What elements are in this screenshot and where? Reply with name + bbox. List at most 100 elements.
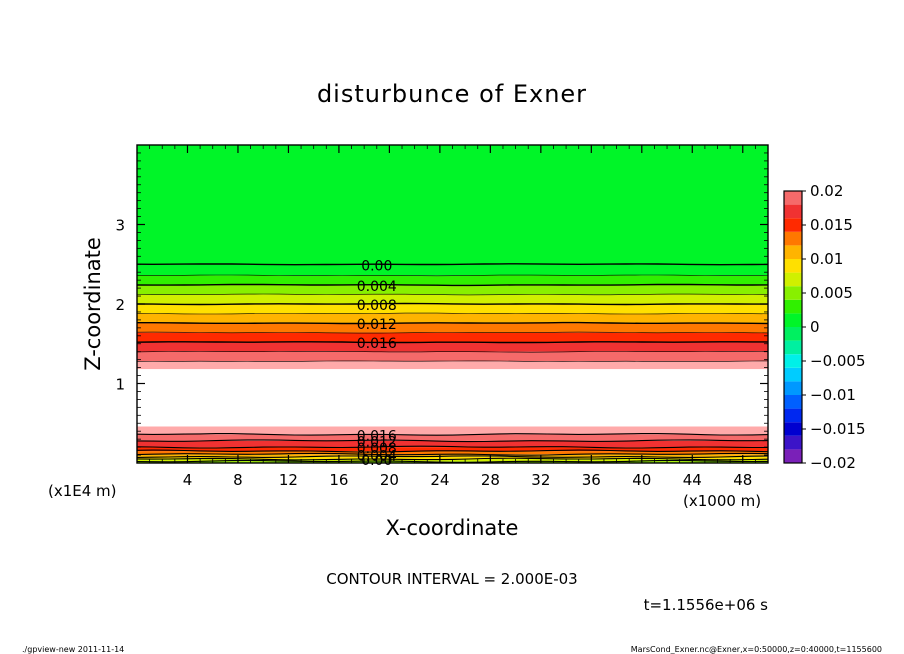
field-band (137, 323, 768, 333)
contour-line (136, 312, 769, 315)
out-of-range-region (137, 369, 768, 427)
colorbar-swatch (784, 367, 802, 382)
x-tick-label: 36 (582, 471, 601, 489)
colorbar-swatch (784, 340, 802, 355)
colorbar-swatch (784, 272, 802, 287)
contour-line (136, 274, 769, 277)
footer-right: MarsCond_Exner.nc@Exner,x=0:50000,z=0:40… (631, 645, 882, 654)
x-tick-label: 32 (531, 471, 550, 489)
footer-left: ./gpview-new 2011-11-14 (22, 645, 124, 654)
contour-line (136, 263, 769, 266)
colorbar-swatch (784, 354, 802, 368)
colorbar-label: −0.02 (810, 454, 856, 472)
contour-label: 0.008 (357, 298, 397, 314)
field-band (137, 342, 768, 352)
x-tick-label: 28 (481, 471, 500, 489)
field-band (137, 351, 768, 362)
colorbar-label: 0.02 (810, 182, 843, 200)
colorbar-swatch (784, 245, 802, 259)
contour-label: 0.012 (357, 317, 397, 333)
colorbar-swatch (784, 449, 802, 463)
colorbar-label: −0.015 (810, 420, 866, 438)
contour-line (136, 293, 769, 296)
colorbar-swatch (784, 408, 802, 423)
colorbar-swatch (784, 231, 802, 246)
contour-label: 0.016 (357, 428, 397, 444)
plot-area: 0.000.0040.0080.0120.0160.0160.0120.0080… (136, 145, 769, 469)
contour-line (136, 439, 769, 443)
contour-line (136, 351, 769, 353)
field-band (137, 304, 768, 314)
contour-label: 0.016 (357, 336, 397, 352)
contour-line (136, 283, 769, 287)
x-axis-title: X-coordinate (386, 516, 519, 540)
colorbar-swatch (784, 422, 802, 436)
colorbar-swatch (784, 381, 802, 395)
x-tick-label: 12 (279, 471, 298, 489)
field-band (137, 440, 768, 448)
colorbar-label: 0.005 (810, 284, 853, 302)
colorbar-label: −0.01 (810, 386, 856, 404)
field-band (137, 454, 768, 457)
colorbar-label: 0.01 (810, 250, 843, 268)
contour-label: 0.008 (357, 441, 397, 457)
contour-line (136, 433, 769, 436)
field-band (137, 361, 768, 370)
field-band (137, 456, 768, 460)
contour-line (137, 321, 769, 325)
y-unit-label: (x1E4 m) (48, 482, 117, 500)
colorbar-swatch (784, 218, 802, 232)
colorbar-label: 0 (810, 318, 820, 336)
field-band (137, 275, 768, 285)
colorbar-swatch (784, 435, 802, 450)
contour-label: 0.00 (361, 258, 392, 274)
x-unit-label: (x1000 m) (683, 492, 761, 510)
contour-line (136, 449, 769, 453)
field-band (137, 426, 768, 435)
colorbar-label: 0.015 (810, 216, 853, 234)
contour-line (136, 445, 768, 449)
field-band (137, 284, 768, 295)
x-tick-label: 16 (329, 471, 348, 489)
x-axis: 4 8 12 16 20 24 28 32 36 40 44 48 (149, 145, 756, 489)
x-tick-label: 8 (233, 471, 243, 489)
colorbar-swatch (784, 395, 802, 409)
contour-line (136, 341, 769, 344)
field-band (137, 313, 768, 324)
x-tick-label: 40 (632, 471, 651, 489)
field-band (137, 332, 768, 343)
colorbar-swatch (784, 191, 802, 205)
field-band (137, 447, 768, 452)
colorbar-swatch (784, 259, 802, 273)
x-tick-label: 44 (683, 471, 702, 489)
field-band (137, 434, 768, 441)
x-tick-label: 4 (183, 471, 193, 489)
field-band (137, 451, 768, 455)
contour-label: 0.004 (357, 448, 397, 464)
contour-label: 0.004 (357, 279, 397, 295)
x-tick-label: 20 (380, 471, 399, 489)
contour-line (136, 360, 769, 362)
colorbar-swatch (784, 286, 802, 300)
colorbar-swatch (784, 313, 802, 327)
contour-line (136, 452, 769, 456)
field-band (137, 294, 768, 304)
time-label: t=1.1556e+06 s (644, 596, 769, 614)
colorbar-swatch (784, 299, 802, 314)
y-tick-label: 2 (115, 296, 125, 314)
contour-label: 0.012 (357, 435, 397, 451)
y-tick-label: 3 (115, 217, 125, 235)
colorbar: 0.02 0.015 0.01 0.005 0 −0.005 −0.01 −0.015 −0.0… (783, 182, 866, 472)
colorbar-swatch (784, 327, 802, 341)
contour-line (136, 455, 769, 458)
contour-line (136, 331, 769, 334)
field-band (137, 145, 768, 265)
y-axis: 1 2 3 (115, 152, 768, 456)
contour-line (136, 302, 768, 306)
y-tick-label: 1 (115, 376, 125, 394)
x-tick-label: 48 (733, 471, 752, 489)
colorbar-label: −0.005 (810, 352, 866, 370)
y-axis-title: Z-coordinate (81, 237, 105, 371)
chart-title: disturbunce of Exner (317, 80, 587, 108)
